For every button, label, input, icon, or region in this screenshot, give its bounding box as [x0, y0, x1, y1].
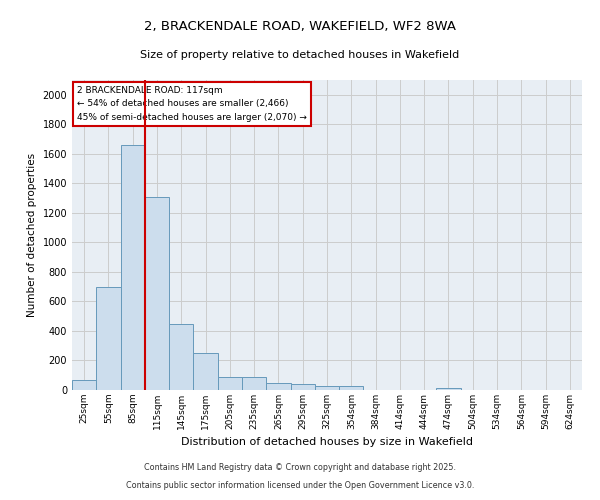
Text: Contains HM Land Registry data © Crown copyright and database right 2025.: Contains HM Land Registry data © Crown c…	[144, 464, 456, 472]
Text: Size of property relative to detached houses in Wakefield: Size of property relative to detached ho…	[140, 50, 460, 60]
Bar	[96, 288, 121, 390]
Bar	[315, 386, 339, 390]
Bar	[436, 388, 461, 390]
Bar	[242, 378, 266, 390]
Bar	[121, 145, 145, 390]
Bar	[290, 384, 315, 390]
Text: 2, BRACKENDALE ROAD, WAKEFIELD, WF2 8WA: 2, BRACKENDALE ROAD, WAKEFIELD, WF2 8WA	[144, 20, 456, 33]
Y-axis label: Number of detached properties: Number of detached properties	[27, 153, 37, 317]
Bar	[145, 198, 169, 390]
X-axis label: Distribution of detached houses by size in Wakefield: Distribution of detached houses by size …	[181, 438, 473, 448]
Text: 2 BRACKENDALE ROAD: 117sqm
← 54% of detached houses are smaller (2,466)
45% of s: 2 BRACKENDALE ROAD: 117sqm ← 54% of deta…	[77, 86, 307, 122]
Text: Contains public sector information licensed under the Open Government Licence v3: Contains public sector information licen…	[126, 481, 474, 490]
Bar	[72, 380, 96, 390]
Bar	[169, 324, 193, 390]
Bar	[266, 383, 290, 390]
Bar	[339, 386, 364, 390]
Bar	[193, 353, 218, 390]
Bar	[218, 378, 242, 390]
